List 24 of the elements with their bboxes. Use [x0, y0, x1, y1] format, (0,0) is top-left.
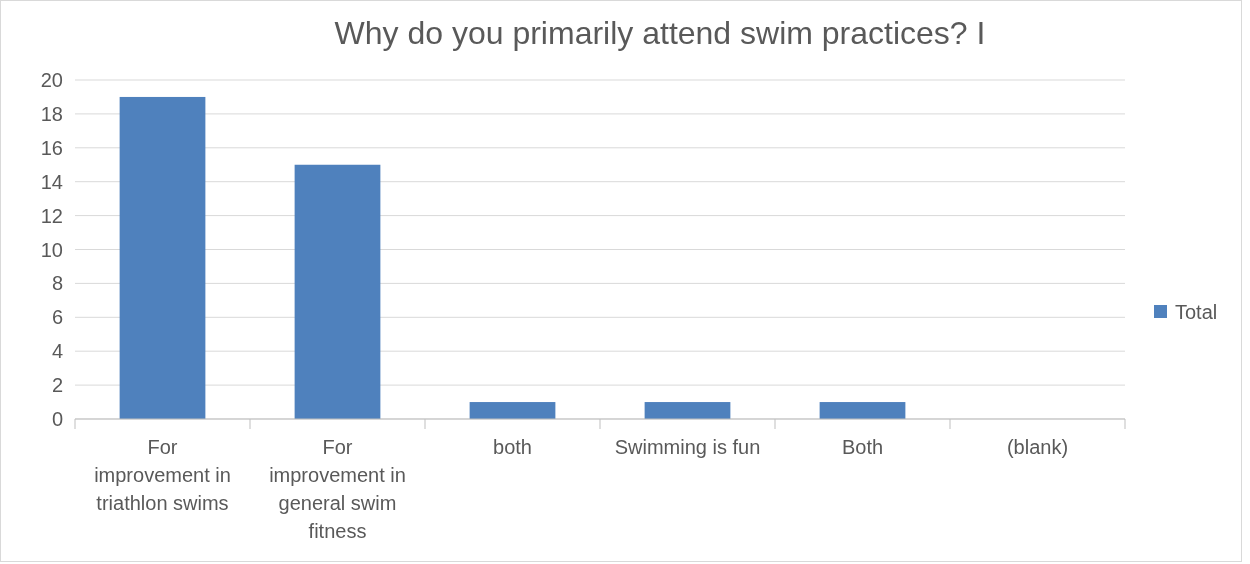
y-tick-label: 2 [51, 374, 63, 397]
bar [819, 402, 906, 419]
bar [294, 164, 381, 419]
y-tick-label: 4 [51, 340, 63, 363]
bar [469, 402, 556, 419]
x-tick-label: For improvement in general swim fitness [269, 436, 406, 542]
bar [119, 96, 206, 419]
y-tick-label: 16 [40, 136, 63, 159]
y-tick-label: 10 [40, 238, 63, 261]
y-tick-label: 8 [51, 272, 63, 295]
chart-title: Why do you primarily attend swim practices? I [334, 15, 986, 51]
x-tick-label: For improvement in triathlon swims [94, 436, 231, 514]
x-tick-label: (blank) [1006, 436, 1069, 458]
y-tick-label: 18 [40, 102, 63, 125]
y-tick-label: 0 [51, 408, 63, 430]
legend-label: Total [1175, 301, 1218, 323]
y-tick-label: 14 [40, 170, 63, 193]
bar [644, 402, 731, 419]
x-tick-label: Both [841, 436, 884, 458]
x-tick-label: Swimming is fun [614, 436, 761, 458]
y-tick-label: 12 [40, 204, 63, 227]
y-tick-label: 20 [40, 69, 63, 91]
x-tick-label: both [493, 436, 532, 458]
y-tick-label: 6 [51, 306, 63, 329]
